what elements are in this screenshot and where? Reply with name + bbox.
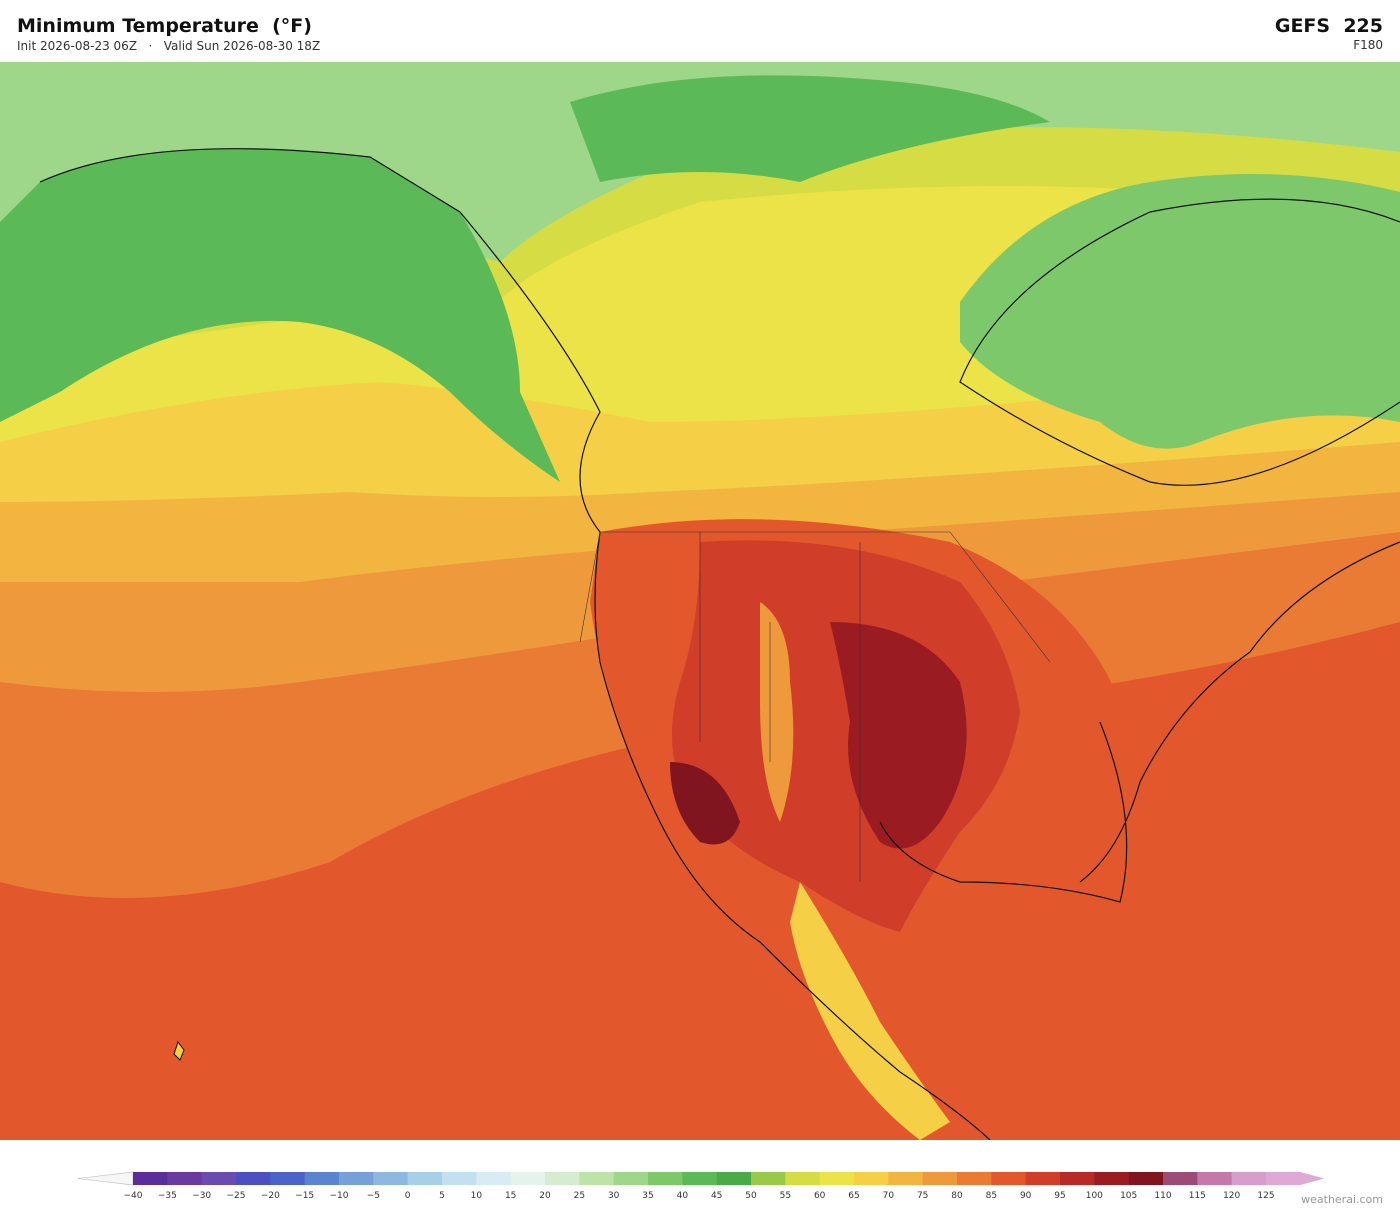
colorbar-segment [854, 1172, 889, 1185]
colorbar-segment [133, 1172, 168, 1185]
colorbar-label: 40 [677, 1191, 689, 1200]
colorbar-label: 35 [642, 1191, 653, 1200]
colorbar-label: −20 [261, 1191, 280, 1200]
colorbar-label: 55 [780, 1191, 791, 1200]
colorbar-segment [785, 1172, 821, 1185]
colorbar-segment [1094, 1172, 1130, 1185]
colorbar-segment [1197, 1172, 1233, 1185]
colorbar-label: 30 [608, 1191, 620, 1200]
colorbar-segment [888, 1172, 924, 1185]
colorbar-label: 50 [745, 1191, 757, 1200]
colorbar-label: 20 [539, 1191, 551, 1200]
colorbar-segment [1025, 1172, 1061, 1185]
colorbar-segment [545, 1172, 580, 1185]
colorbar-segment [682, 1172, 718, 1185]
colorbar-segment [373, 1172, 409, 1185]
colorbar-segment [819, 1172, 855, 1185]
colorbar-label: 75 [917, 1191, 928, 1200]
colorbar-segment [1060, 1172, 1095, 1185]
colorbar-label: 15 [505, 1191, 516, 1200]
colorbar-label: 100 [1086, 1191, 1103, 1200]
colorbar-label: 125 [1257, 1191, 1274, 1200]
colorbar-segment [922, 1172, 958, 1185]
colorbar-segment [407, 1172, 443, 1185]
forecast-hour: F180 [1353, 38, 1383, 52]
colorbar-segment [510, 1172, 546, 1185]
colorbar-segment [957, 1172, 992, 1185]
colorbar-label: −30 [192, 1191, 211, 1200]
colorbar-segment [751, 1172, 786, 1185]
colorbar-label: 110 [1154, 1191, 1171, 1200]
colorbar-segment [339, 1172, 374, 1185]
colorbar-over [1300, 1172, 1325, 1185]
colorbar-segment [579, 1172, 615, 1185]
colorbar-label: 90 [1020, 1191, 1032, 1200]
colorbar-label: −10 [330, 1191, 349, 1200]
colorbar-label: 70 [883, 1191, 895, 1200]
colorbar-segment [442, 1172, 477, 1185]
model-label: GEFS 225 [1274, 15, 1383, 37]
colorbar: −40 −35 −30 −25 −20 −15 −10 −5 0 5 10 15 20 25 30 35 40 4… [77, 1171, 1325, 1200]
colorbar-segment [201, 1172, 237, 1185]
map [0, 62, 1400, 1140]
colorbar-label: 0 [405, 1191, 411, 1200]
colorbar-label: 65 [848, 1191, 859, 1200]
subtitle: Init 2026-08-23 06Z · Valid Sun 2026-08-… [17, 39, 321, 53]
colorbar-segment [1266, 1172, 1301, 1185]
colorbar-label: 5 [439, 1191, 445, 1200]
colorbar-segment [716, 1172, 752, 1185]
colorbar-label: 120 [1223, 1191, 1240, 1200]
colorbar-segment [991, 1172, 1027, 1185]
colorbar-segment [1128, 1172, 1164, 1185]
colorbar-segment [1231, 1172, 1267, 1185]
colorbar-label: 115 [1189, 1191, 1206, 1200]
colorbar-segment [270, 1172, 306, 1185]
colorbar-segment [476, 1172, 512, 1185]
colorbar-label: −35 [158, 1191, 177, 1200]
colorbar-label: 25 [574, 1191, 585, 1200]
colorbar-segment [613, 1172, 649, 1185]
colorbar-segment [1163, 1172, 1198, 1185]
colorbar-label: 85 [986, 1191, 997, 1200]
colorbar-label: 60 [814, 1191, 826, 1200]
colorbar-segment [236, 1172, 271, 1185]
colorbar-label: −40 [124, 1191, 143, 1200]
colorbar-label: 10 [471, 1191, 483, 1200]
colorbar-label: −25 [227, 1191, 246, 1200]
colorbar-label: 80 [951, 1191, 963, 1200]
title: Minimum Temperature (°F) [17, 15, 312, 37]
colorbar-segment [304, 1172, 340, 1185]
colorbar-under [77, 1171, 134, 1186]
colorbar-label: −15 [295, 1191, 314, 1200]
colorbar-segment [167, 1172, 203, 1185]
colorbar-label: 95 [1054, 1191, 1065, 1200]
colorbar-label: 105 [1120, 1191, 1137, 1200]
watermark: weatherai.com [1301, 1193, 1383, 1206]
colorbar-label: −5 [367, 1191, 380, 1200]
colorbar-segment [648, 1172, 683, 1185]
colorbar-label: 45 [711, 1191, 722, 1200]
